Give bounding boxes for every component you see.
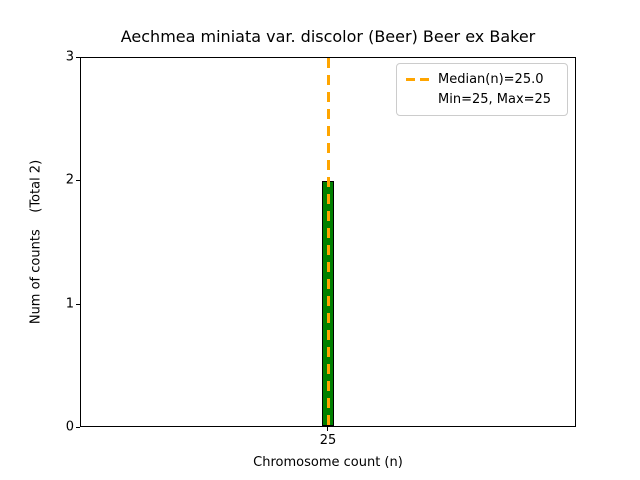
dashed-line-icon <box>406 77 430 81</box>
plot-area <box>80 57 576 427</box>
y-tick-mark <box>76 180 80 181</box>
x-tick-label: 25 <box>319 433 337 448</box>
legend: Median(n)=25.0 Min=25, Max=25 <box>396 63 568 116</box>
y-tick-label-0: 0 <box>65 419 74 435</box>
legend-row-median: Median(n)=25.0 <box>406 69 558 89</box>
legend-minmax-label: Min=25, Max=25 <box>438 91 552 107</box>
median-line <box>327 58 330 426</box>
x-axis-label: Chromosome count (n) <box>253 455 403 470</box>
y-tick-label-1: 1 <box>65 296 74 312</box>
y-tick-mark <box>76 427 80 428</box>
legend-row-minmax: Min=25, Max=25 <box>406 89 558 109</box>
y-tick-label-3: 3 <box>65 49 74 65</box>
legend-median-label: Median(n)=25.0 <box>438 71 544 87</box>
x-tick-mark <box>327 427 328 431</box>
y-tick-label-2: 2 <box>65 172 74 188</box>
legend-marker-spacer <box>406 98 430 101</box>
y-tick-mark <box>76 304 80 305</box>
y-axis-label: Num of counts (Total 2) <box>28 159 44 325</box>
y-tick-mark <box>76 57 80 58</box>
chart-title: Aechmea miniata var. discolor (Beer) Bee… <box>120 27 536 46</box>
